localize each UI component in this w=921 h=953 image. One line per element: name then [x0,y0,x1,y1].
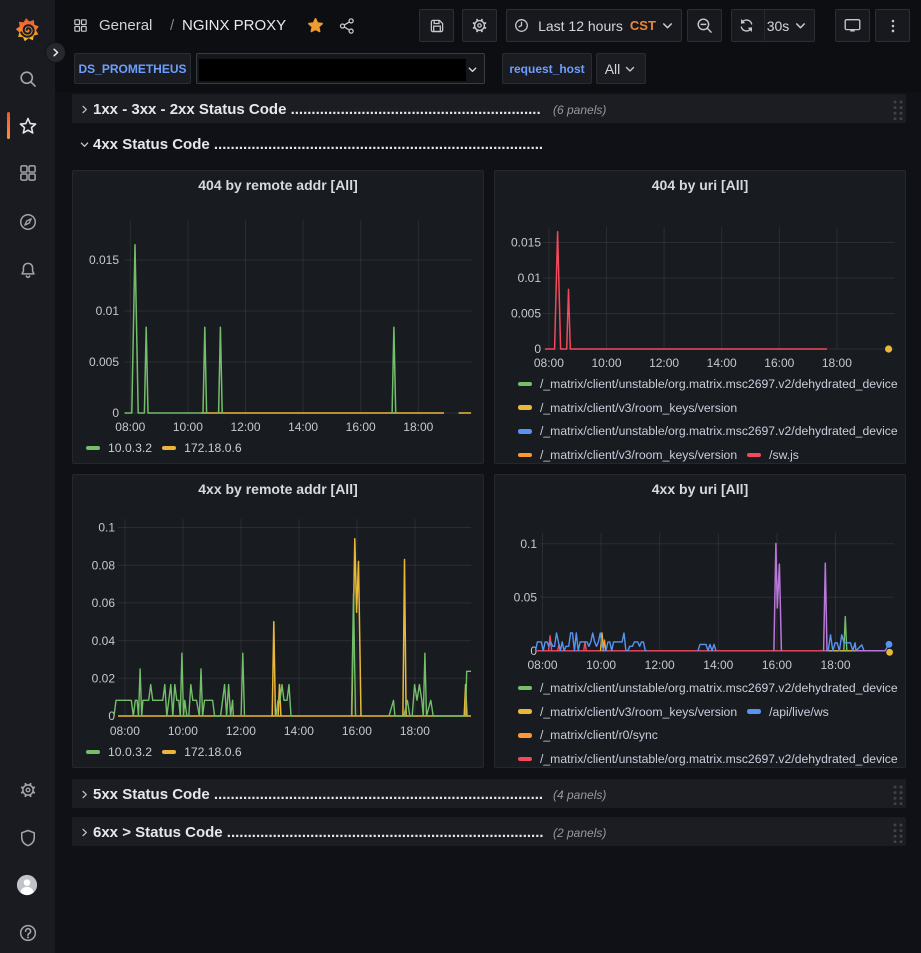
svg-text:10:00: 10:00 [173,420,203,434]
svg-text:16:00: 16:00 [346,420,376,434]
svg-text:12:00: 12:00 [230,420,260,434]
svg-text:0.06: 0.06 [92,596,116,610]
svg-text:14:00: 14:00 [284,724,314,738]
svg-text:0.1: 0.1 [98,521,115,535]
svg-text:0: 0 [108,709,115,723]
svg-text:0.015: 0.015 [511,236,541,250]
svg-text:14:00: 14:00 [707,356,737,370]
svg-text:12:00: 12:00 [649,356,679,370]
svg-text:18:00: 18:00 [820,658,850,672]
svg-text:10:00: 10:00 [168,724,198,738]
svg-text:0.01: 0.01 [96,304,120,318]
svg-text:0: 0 [112,406,119,420]
svg-text:0.015: 0.015 [89,253,119,267]
svg-text:12:00: 12:00 [226,724,256,738]
svg-text:08:00: 08:00 [110,724,140,738]
svg-text:0.05: 0.05 [514,591,538,605]
svg-text:14:00: 14:00 [703,658,733,672]
svg-text:14:00: 14:00 [288,420,318,434]
svg-text:0: 0 [534,342,541,356]
svg-text:10:00: 10:00 [586,658,616,672]
svg-text:0.005: 0.005 [89,355,119,369]
svg-text:0.04: 0.04 [92,634,116,648]
svg-text:18:00: 18:00 [400,724,430,738]
svg-text:0.02: 0.02 [92,672,116,686]
svg-text:08:00: 08:00 [115,420,145,434]
svg-text:16:00: 16:00 [764,356,794,370]
svg-text:08:00: 08:00 [527,658,557,672]
svg-text:0.005: 0.005 [511,307,541,321]
svg-text:16:00: 16:00 [762,658,792,672]
svg-text:18:00: 18:00 [822,356,852,370]
svg-text:08:00: 08:00 [534,356,564,370]
svg-text:16:00: 16:00 [342,724,372,738]
svg-text:10:00: 10:00 [591,356,621,370]
svg-text:0.01: 0.01 [518,271,542,285]
svg-text:0: 0 [530,644,537,658]
svg-text:18:00: 18:00 [403,420,433,434]
svg-text:0.1: 0.1 [520,537,537,551]
svg-text:12:00: 12:00 [645,658,675,672]
svg-text:0.08: 0.08 [92,558,116,572]
